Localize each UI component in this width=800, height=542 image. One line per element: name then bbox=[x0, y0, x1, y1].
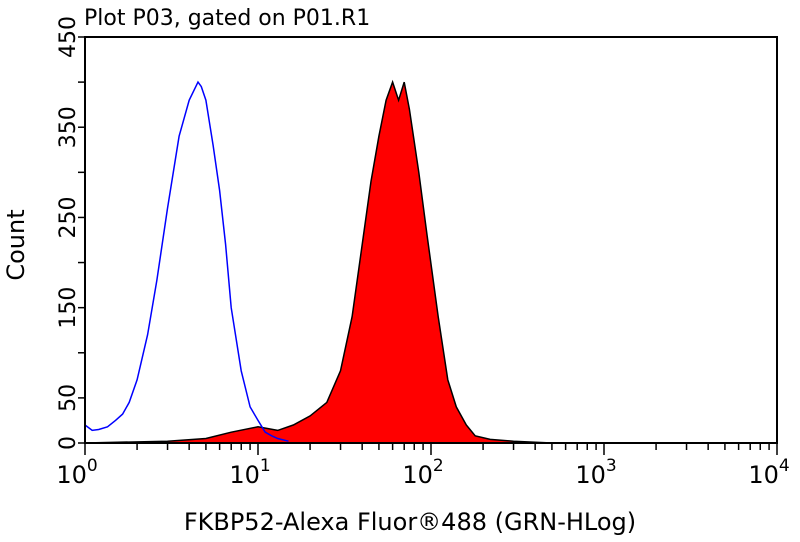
x-tick-label: 102 bbox=[402, 456, 443, 489]
y-axis-label: Count bbox=[2, 209, 30, 280]
y-tick-label: 0 bbox=[56, 436, 81, 450]
histogram-filled-series bbox=[84, 79, 552, 444]
y-tick-label: 350 bbox=[56, 106, 81, 148]
y-tick-label: 50 bbox=[56, 384, 81, 412]
x-tick-label: 101 bbox=[229, 456, 270, 489]
histogram-outline-series bbox=[84, 80, 289, 442]
y-tick-label: 250 bbox=[56, 196, 81, 238]
x-axis: 100 101 102 103 104 bbox=[56, 443, 790, 489]
x-tick-label: 100 bbox=[56, 456, 97, 489]
chart-title: Plot P03, gated on P01.R1 bbox=[84, 6, 370, 31]
plot-area bbox=[84, 79, 552, 444]
x-tick-label: 104 bbox=[748, 456, 789, 489]
y-axis: 0 50 150 250 350 450 bbox=[56, 16, 85, 450]
y-tick-label: 450 bbox=[56, 16, 81, 58]
x-tick-label: 103 bbox=[575, 456, 616, 489]
y-tick-label: 150 bbox=[56, 287, 81, 329]
x-axis-label: FKBP52-Alexa Fluor®488 (GRN-HLog) bbox=[184, 508, 636, 536]
